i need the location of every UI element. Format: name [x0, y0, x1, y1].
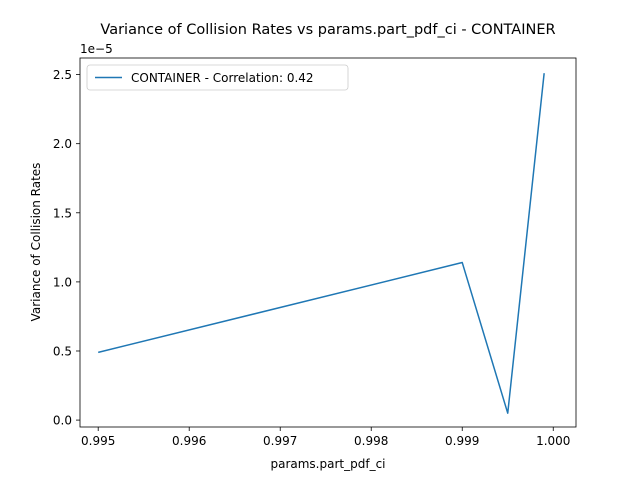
series-line: [98, 73, 545, 414]
legend-entry-label: CONTAINER - Correlation: 0.42: [131, 71, 314, 85]
plot-area: [98, 73, 545, 414]
y-tick-label: 1.0: [53, 275, 72, 289]
x-tick-label: 0.998: [354, 434, 388, 448]
y-tick-label: 0.5: [53, 344, 72, 358]
legend-box: [86, 64, 349, 91]
legend: CONTAINER - Correlation: 0.42: [86, 64, 349, 91]
x-axis-ticks: 0.995 0.996 0.997 0.998 0.999 1.000: [81, 427, 570, 448]
y-tick-label: 1.5: [53, 206, 72, 220]
x-tick-label: 0.995: [81, 434, 115, 448]
y-axis-label: Variance of Collision Rates: [29, 163, 43, 322]
x-tick-label: 0.999: [445, 434, 479, 448]
y-tick-label: 2.5: [53, 68, 72, 82]
x-tick-label: 1.000: [536, 434, 570, 448]
x-axis-label: params.part_pdf_ci: [270, 457, 385, 471]
y-tick-label: 0.0: [53, 414, 72, 428]
y-axis-ticks: 0.0 0.5 1.0 1.5 2.0 2.5: [53, 68, 80, 428]
chart-title: Variance of Collision Rates vs params.pa…: [100, 22, 555, 38]
axes-frame: [79, 57, 577, 428]
x-tick-label: 0.996: [172, 434, 206, 448]
x-tick-label: 0.997: [263, 434, 297, 448]
y-axis-offset-label: 1e−5: [80, 42, 113, 56]
y-tick-label: 2.0: [53, 137, 72, 151]
